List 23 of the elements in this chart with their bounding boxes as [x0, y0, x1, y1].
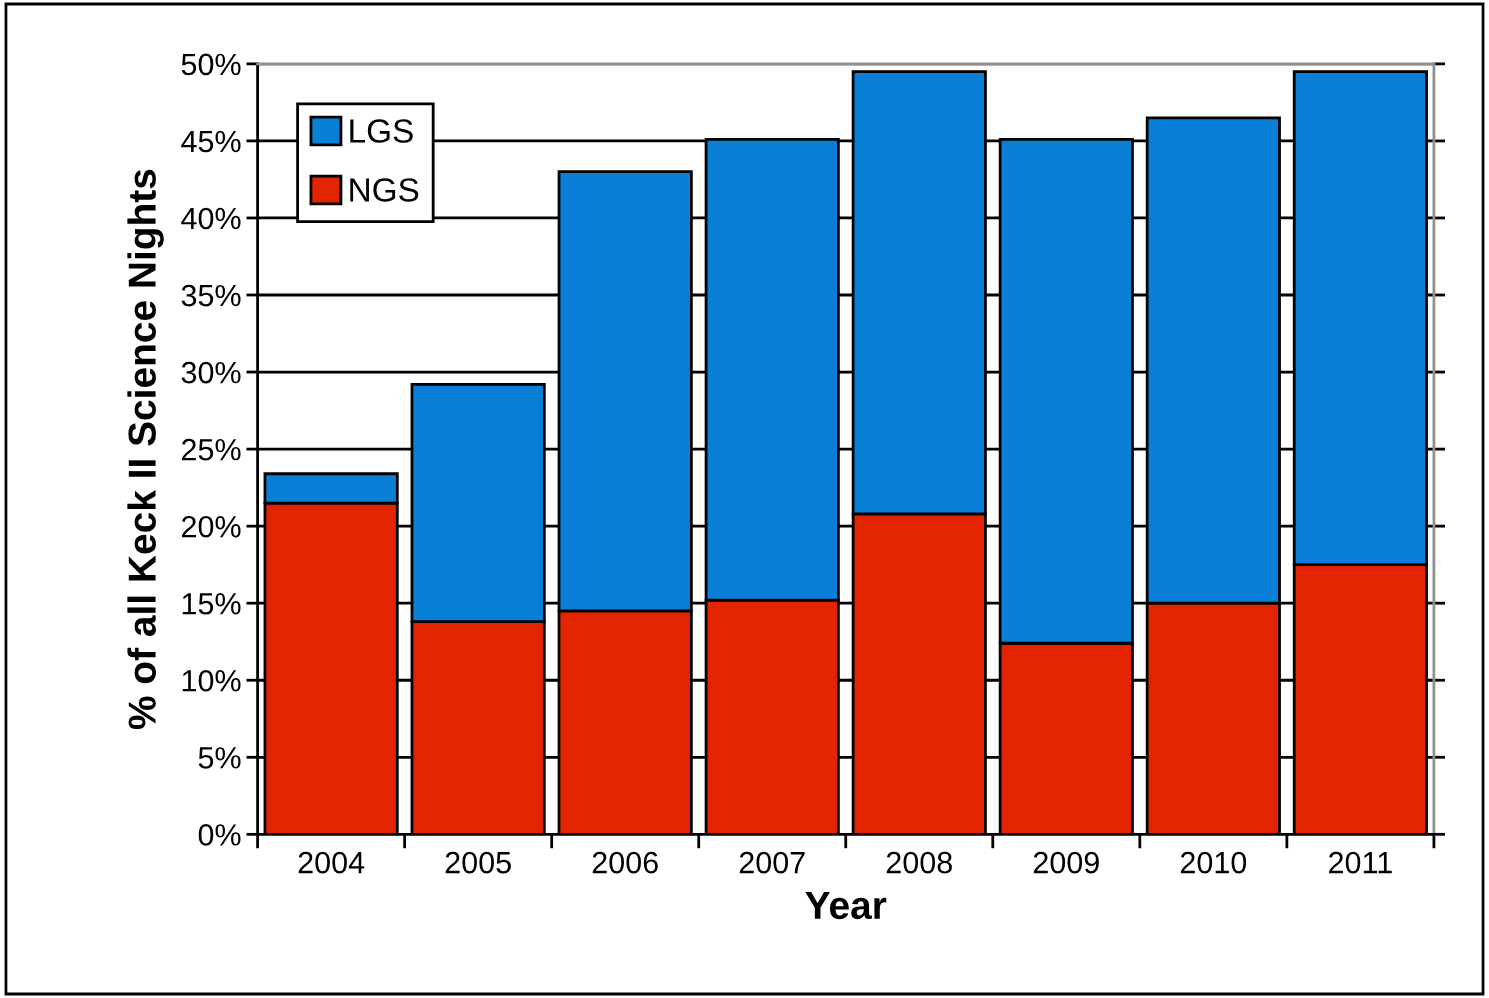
x-tick-label: 2010 [1180, 851, 1247, 874]
x-tick-label: 2006 [592, 851, 658, 874]
y-tick-label: 50% [181, 53, 241, 76]
y-tick-label: 20% [182, 515, 241, 538]
x-tick-label: 2008 [886, 851, 952, 874]
x-tick-label: 2005 [445, 851, 511, 874]
x-tick-label: 2004 [298, 851, 365, 874]
x-tick-label: 2009 [1033, 851, 1099, 874]
x-tick-label: 2011 [1329, 851, 1392, 874]
y-tick-label: 0% [198, 824, 241, 846]
x-tick-label: 2007 [739, 851, 805, 874]
y-tick-label: 25% [182, 438, 241, 461]
y-tick-label: 35% [181, 284, 241, 307]
y-axis-title: % of all Keck II Science Nights [127, 169, 164, 730]
y-tick-label: 40% [181, 207, 241, 230]
y-tick-label: 10% [182, 669, 241, 692]
legend-label: LGS [350, 119, 413, 143]
x-axis-title: Year [805, 892, 887, 920]
y-tick-label: 15% [182, 593, 241, 615]
y-tick-label: 30% [181, 361, 241, 384]
y-tick-label: 45% [181, 130, 241, 153]
y-tick-label: 5% [198, 747, 241, 769]
legend-label: NGS [350, 178, 419, 202]
